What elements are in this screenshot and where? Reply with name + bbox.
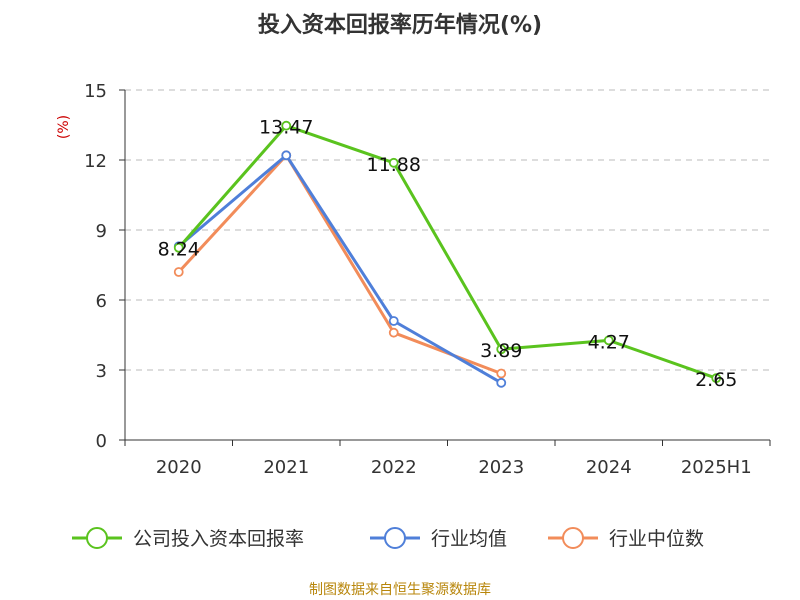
data-point[interactable] — [711, 373, 722, 384]
gridlines — [125, 89, 770, 371]
legend-label: 行业均值 — [431, 528, 507, 550]
legend-label: 公司投入资本回报率 — [133, 528, 304, 550]
legend-item[interactable]: 行业均值 — [370, 527, 507, 550]
x-tick-label: 2022 — [371, 457, 417, 478]
legend[interactable]: 公司投入资本回报率 行业均值 行业中位数 — [72, 527, 704, 550]
data-label: 3.89 — [480, 340, 522, 362]
data-point[interactable] — [603, 335, 614, 346]
data-point[interactable] — [388, 327, 399, 338]
data-point[interactable] — [173, 267, 184, 277]
series-line — [177, 124, 717, 380]
data-label: 4.27 — [588, 331, 630, 353]
y-tick-label: 15 — [84, 81, 107, 102]
y-axis-unit: (%) — [56, 115, 72, 139]
data-point[interactable] — [496, 368, 507, 379]
x-tick-label: 2025H1 — [681, 457, 752, 478]
data-labels: 8.24 13.47 11.88 3.89 4.27 2.65 — [158, 117, 738, 391]
x-tick-label: 2024 — [586, 457, 632, 478]
series-lines — [173, 120, 722, 388]
legend-swatch-marker — [562, 527, 584, 549]
x-tick-label: 2020 — [156, 457, 202, 478]
data-point[interactable] — [388, 157, 399, 168]
legend-item[interactable]: 行业中位数 — [548, 527, 704, 550]
data-point[interactable] — [173, 242, 184, 253]
data-point[interactable] — [281, 150, 292, 161]
legend-label: 行业中位数 — [609, 528, 704, 550]
chart-title: 投入资本回报率历年情况(%) — [258, 12, 542, 38]
axes: 0 3 6 9 12 15 2020 2021 2022 2023 2024 2025H1 — [84, 81, 771, 478]
legend-item[interactable]: 公司投入资本回报率 — [72, 527, 304, 550]
x-tick-label: 2023 — [478, 457, 524, 478]
y-tick-label: 9 — [96, 221, 107, 242]
y-tick-label: 3 — [96, 361, 107, 382]
series-line — [177, 153, 502, 385]
x-tick-label: 2021 — [263, 457, 309, 478]
legend-swatch-marker — [384, 527, 406, 549]
y-tick-label: 6 — [96, 291, 107, 312]
legend-swatch-marker — [86, 527, 108, 549]
data-label: 8.24 — [158, 239, 200, 261]
data-label: 11.88 — [367, 154, 421, 176]
data-point[interactable] — [281, 120, 292, 131]
data-point[interactable] — [388, 316, 399, 326]
data-point[interactable] — [496, 377, 507, 388]
y-tick-label: 0 — [96, 431, 107, 452]
data-label: 13.47 — [259, 117, 313, 139]
data-label: 2.65 — [695, 369, 737, 391]
source-note: 制图数据来自恒生聚源数据库 — [309, 582, 491, 598]
y-tick-label: 12 — [84, 151, 107, 172]
data-point[interactable] — [496, 344, 507, 355]
